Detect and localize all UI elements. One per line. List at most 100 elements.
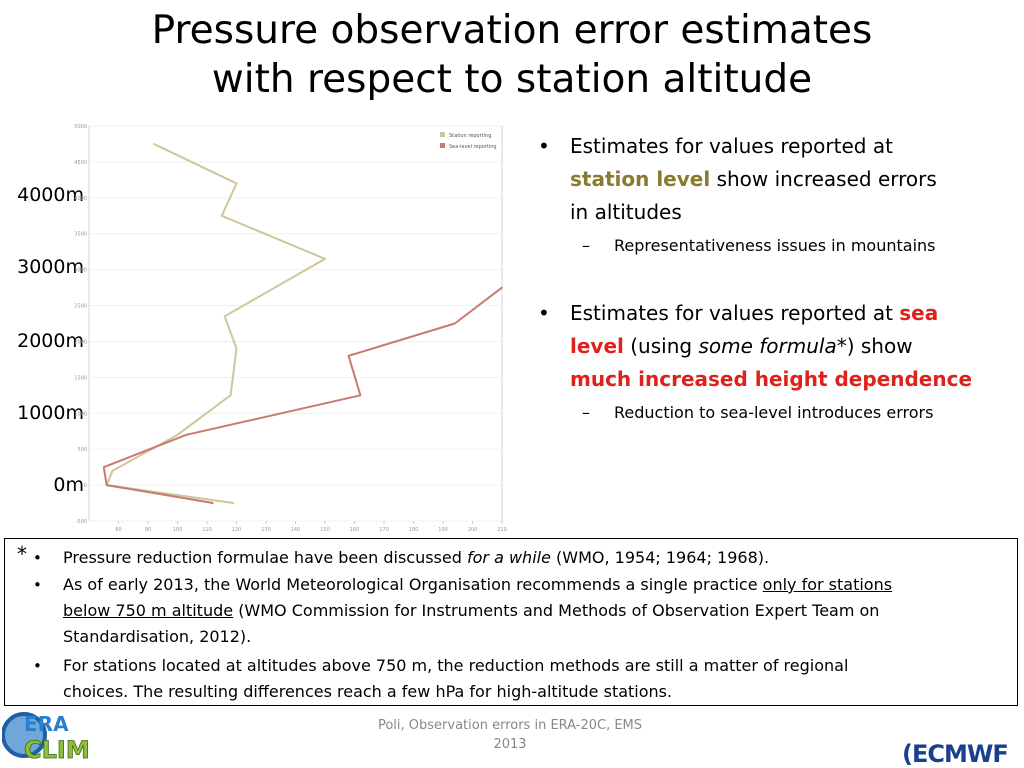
data-point bbox=[223, 315, 226, 318]
item2-underline-a: only for stations bbox=[762, 575, 893, 594]
sub-bullet-representativeness: – Representativeness issues in mountains bbox=[530, 235, 1010, 257]
y-tick-label: 1000 bbox=[74, 411, 87, 417]
x-tick-label: 80 bbox=[115, 527, 121, 533]
data-point bbox=[185, 434, 188, 436]
x-tick-label: 190 bbox=[438, 527, 448, 533]
bullet-dot: • bbox=[538, 134, 550, 158]
item1-italic: for a while bbox=[466, 548, 551, 567]
bullet1-text-c: in altitudes bbox=[570, 200, 682, 224]
x-tick-label: 100 bbox=[173, 527, 183, 533]
y-tick-label: 3000 bbox=[74, 268, 87, 274]
ecmwf-logo-text: ECMWF bbox=[911, 740, 1009, 768]
item2-underline-b: below 750 m altitude bbox=[63, 601, 234, 620]
x-tick-label: 90 bbox=[145, 527, 151, 533]
footnote-item-2: As of early 2013, the World Meteorologic… bbox=[63, 572, 1013, 650]
data-point bbox=[232, 502, 235, 504]
sub-bullet-dash: – bbox=[582, 403, 590, 422]
eraclim-logo: ERA CLIM bbox=[2, 712, 90, 764]
altitude-label-1000: 1000m bbox=[17, 402, 84, 424]
item3-line1: For stations located at altitudes above … bbox=[63, 656, 849, 675]
altitude-label-3000: 3000m bbox=[17, 256, 84, 278]
series-line-sea-level-reporting bbox=[102, 286, 503, 505]
item3-line2: choices. The resulting differences reach… bbox=[63, 682, 673, 701]
x-tick-label: 110 bbox=[202, 527, 212, 533]
x-tick-label: 130 bbox=[261, 527, 271, 533]
x-tick-label: 170 bbox=[379, 527, 389, 533]
footnote-box: * • Pressure reduction formulae have bee… bbox=[4, 538, 1018, 706]
legend-label: Station reporting bbox=[449, 133, 491, 139]
bullet-station-level: • Estimates for values reported at stati… bbox=[530, 130, 1010, 229]
x-tick-label: 150 bbox=[320, 527, 330, 533]
error-altitude-chart: -500 0 500 1000 1500 2000 2500 3000 3500 4000 4500… bbox=[74, 124, 507, 533]
y-tick-label: -500 bbox=[76, 519, 87, 525]
data-point bbox=[111, 469, 114, 472]
data-point bbox=[347, 355, 350, 357]
footnote-item-3: For stations located at altitudes above … bbox=[63, 653, 1013, 705]
item2-text-a: As of early 2013, the World Meteorologic… bbox=[63, 575, 758, 594]
legend-swatch bbox=[440, 143, 445, 148]
footer-line-1: Poli, Observation errors in ERA-20C, EMS bbox=[377, 718, 643, 733]
data-point bbox=[324, 258, 326, 260]
data-point bbox=[105, 484, 108, 486]
bullet1-text-a: Estimates for values reported at bbox=[570, 134, 893, 158]
ecmwf-logo-mark-icon: ( bbox=[902, 740, 913, 768]
bullet-dot: • bbox=[33, 549, 42, 567]
footnote-star: * bbox=[17, 542, 27, 566]
x-tick-label: 140 bbox=[291, 527, 301, 533]
item1-text-a: Pressure reduction formulae have been di… bbox=[63, 548, 462, 567]
footnote-item-1: Pressure reduction formulae have been di… bbox=[63, 545, 1013, 571]
data-point bbox=[235, 182, 238, 185]
slide-footer: Poli, Observation errors in ERA-20C, EMS… bbox=[360, 716, 660, 754]
ecmwf-logo: (ECMWF bbox=[902, 740, 1009, 768]
y-tick-label: 4000 bbox=[74, 196, 87, 202]
bullet2-highlight-level: level bbox=[570, 334, 624, 358]
data-point bbox=[235, 347, 238, 350]
y-tick-label: 0 bbox=[84, 483, 87, 489]
altitude-label-0: 0m bbox=[53, 474, 84, 496]
y-tick-label: 500 bbox=[77, 447, 87, 453]
y-tick-label: 3500 bbox=[74, 232, 87, 238]
x-tick-label: 180 bbox=[409, 527, 419, 533]
bullet-dot: • bbox=[538, 301, 550, 325]
y-tick-label: 2000 bbox=[74, 339, 87, 345]
altitude-label-4000: 4000m bbox=[17, 184, 84, 206]
bullet2-highlight-sea: sea bbox=[899, 301, 939, 325]
sub-bullet-reduction: – Reduction to sea-level introduces erro… bbox=[530, 402, 1010, 424]
item2-text-c: Standardisation, 2012). bbox=[63, 627, 252, 646]
slide-title: Pressure observation error estimates wit… bbox=[0, 6, 1024, 104]
title-line-1: Pressure observation error estimates bbox=[151, 8, 873, 53]
data-point bbox=[176, 434, 179, 436]
y-tick-label: 2500 bbox=[74, 304, 87, 310]
data-point bbox=[102, 466, 105, 468]
y-tick-label: 5000 bbox=[74, 124, 87, 130]
title-line-2: with respect to station altitude bbox=[211, 57, 813, 102]
legend-swatch bbox=[440, 132, 445, 137]
data-point bbox=[454, 322, 456, 325]
logo-text-clim: CLIM bbox=[24, 736, 90, 764]
bullet2-sub: Reduction to sea-level introduces errors bbox=[614, 403, 934, 422]
bullet2-italic: some formula* bbox=[698, 334, 847, 358]
item1-text-b: (WMO, 1954; 1964; 1968). bbox=[556, 548, 770, 567]
altitude-label-2000: 2000m bbox=[17, 330, 84, 352]
item2-text-b: (WMO Commission for Instruments and Meth… bbox=[238, 601, 880, 620]
logo-text-era: ERA bbox=[24, 712, 69, 736]
data-point bbox=[359, 394, 362, 397]
legend-label: Sea-level reporting bbox=[449, 144, 497, 150]
bullet2-text-c: ) show bbox=[846, 334, 913, 358]
data-point bbox=[501, 286, 503, 289]
bullet-dot: • bbox=[33, 657, 42, 675]
x-tick-label: 210 bbox=[497, 527, 507, 533]
plot-area bbox=[88, 125, 503, 522]
bullet-sea-level: • Estimates for values reported at sea l… bbox=[530, 297, 1010, 396]
bullet2-text-a: Estimates for values reported at bbox=[570, 301, 893, 325]
bullet2-text-b: (using bbox=[630, 334, 693, 358]
data-point bbox=[212, 502, 214, 504]
data-point bbox=[229, 394, 232, 397]
bullet2-highlight-height: much increased height dependence bbox=[570, 367, 973, 391]
bullet1-sub: Representativeness issues in mountains bbox=[614, 236, 936, 255]
x-tick-label: 200 bbox=[468, 527, 478, 533]
bullet-dot: • bbox=[33, 576, 42, 594]
bullet1-highlight: station level bbox=[570, 167, 711, 191]
y-tick-label: 1500 bbox=[74, 375, 87, 381]
right-panel: • Estimates for values reported at stati… bbox=[530, 130, 1010, 464]
